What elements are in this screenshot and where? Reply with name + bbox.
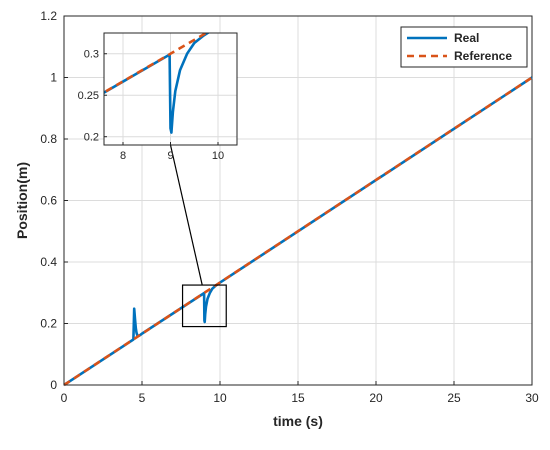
inset-y-tick-label: 0.3 [84, 49, 99, 61]
legend: Real Reference [400, 26, 528, 68]
inset-x-tick-label: 9 [167, 150, 173, 162]
y-tick-label: 0.8 [40, 132, 57, 146]
y-tick-label: 0.6 [40, 194, 57, 208]
inset-x-tick-label: 10 [212, 150, 224, 162]
x-tick-label: 20 [369, 391, 383, 405]
y-tick-label: 1 [50, 71, 57, 85]
inset-x-tick-label: 8 [120, 150, 126, 162]
series-line-reference [63, 76, 533, 387]
legend-box [400, 26, 528, 68]
legend-label-real: Real [454, 31, 479, 45]
legend-label-reference: Reference [454, 49, 512, 63]
x-axis-label: time (s) [273, 413, 323, 429]
inset-y-tick-label: 0.25 [78, 90, 99, 102]
x-tick-label: 0 [61, 391, 68, 405]
y-tick-label: 0.2 [40, 317, 57, 331]
inset-series [104, 33, 211, 134]
main-tick-labels: 0 5 10 15 20 25 30 0 0.2 0.4 0.6 0.8 1 1.2 [40, 9, 539, 405]
x-tick-label: 30 [525, 391, 539, 405]
x-tick-label: 15 [291, 391, 305, 405]
x-tick-label: 10 [213, 391, 227, 405]
series-line-real [63, 76, 533, 387]
inset-tick-labels: 8 9 10 0.2 0.25 0.3 [78, 49, 225, 162]
inset-y-tick-label: 0.2 [84, 132, 99, 144]
y-axis-label: Position(m) [14, 162, 30, 239]
y-tick-label: 0.4 [40, 255, 57, 269]
y-tick-label: 0 [50, 378, 57, 392]
y-tick-label: 1.2 [40, 9, 57, 23]
main-series [63, 76, 533, 387]
inset-plot: 8 9 10 0.2 0.25 0.3 [78, 32, 238, 162]
x-tick-label: 5 [139, 391, 146, 405]
x-tick-label: 25 [447, 391, 461, 405]
zoom-box [181, 284, 227, 328]
zoom-connector-line [169, 144, 203, 286]
